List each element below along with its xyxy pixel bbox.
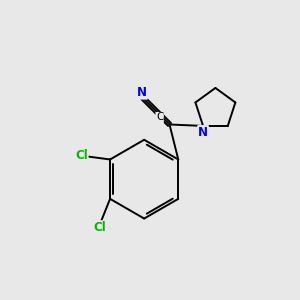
Text: N: N: [198, 126, 208, 139]
Text: Cl: Cl: [94, 220, 106, 234]
Text: C: C: [156, 112, 163, 122]
Text: Cl: Cl: [75, 148, 88, 162]
Text: N: N: [137, 86, 147, 99]
